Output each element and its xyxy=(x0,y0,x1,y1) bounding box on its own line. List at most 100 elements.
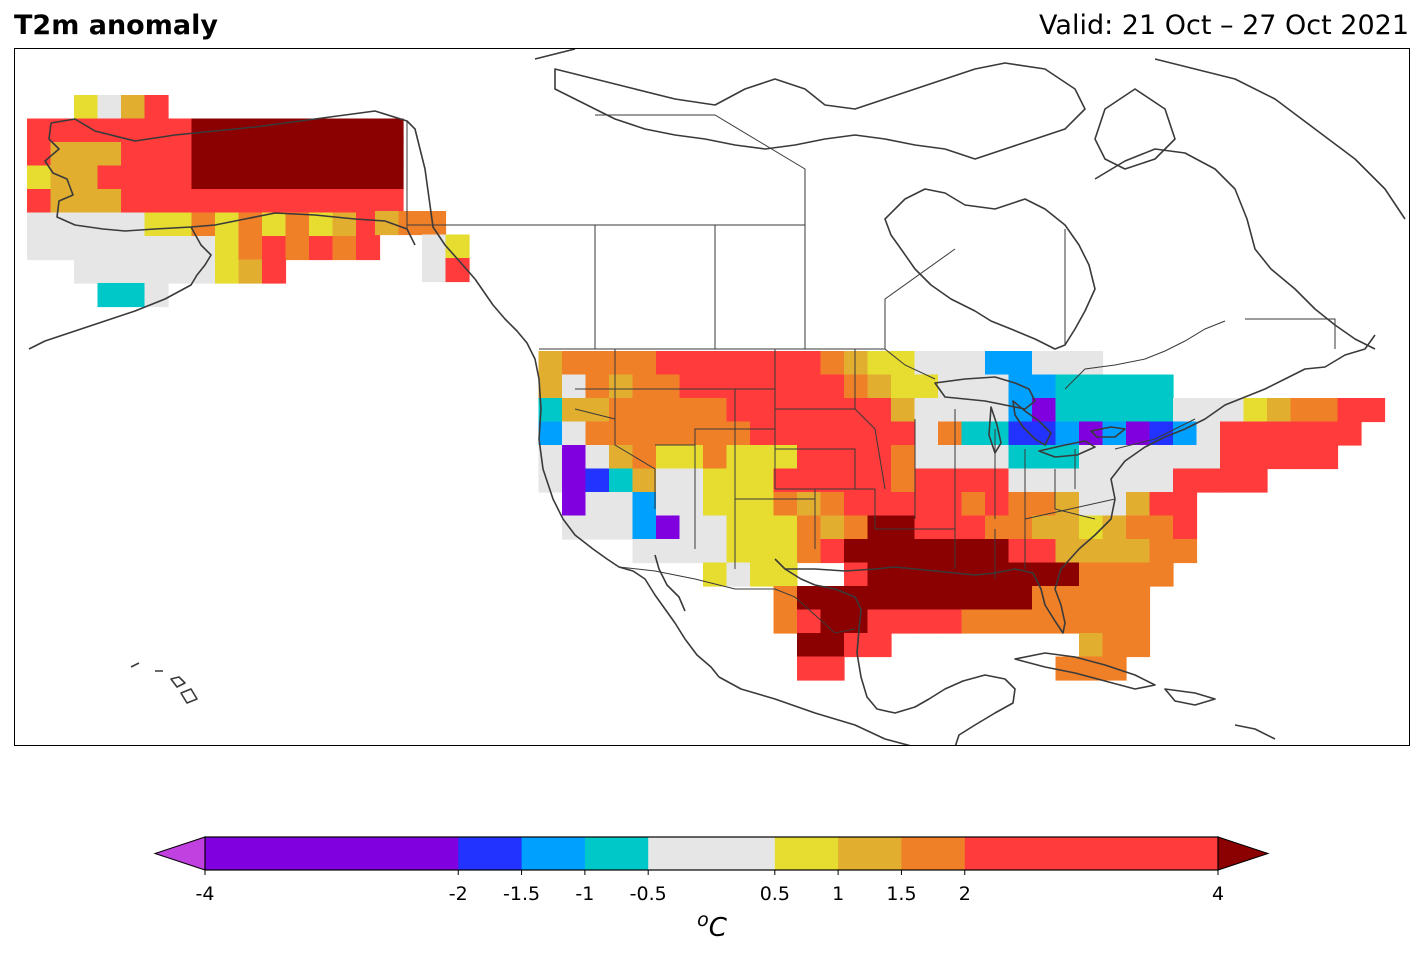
alaska-cell xyxy=(121,189,146,214)
conus-cell xyxy=(703,492,728,517)
alaska-cell xyxy=(309,118,334,143)
conus-cell xyxy=(1008,562,1033,587)
conus-cell xyxy=(820,633,845,658)
conus-cell xyxy=(609,492,634,517)
conus-cell xyxy=(985,562,1010,587)
alaska-cell xyxy=(50,189,75,214)
conus-cell xyxy=(820,539,845,564)
alaska-cell xyxy=(215,236,240,261)
conus-cell xyxy=(632,515,657,540)
conus-cell xyxy=(773,609,798,634)
conus-cell xyxy=(1220,421,1245,446)
conus-cell xyxy=(1126,515,1151,540)
conus-cell xyxy=(1102,374,1127,399)
conus-cell xyxy=(1220,445,1245,470)
alaska-cell xyxy=(356,142,381,167)
conus-cell xyxy=(773,421,798,446)
conus-cell xyxy=(562,468,587,493)
unit-main: C xyxy=(709,913,728,943)
conus-cell xyxy=(703,562,728,587)
conus-cell xyxy=(750,398,775,423)
alaska-cell xyxy=(27,142,52,167)
conus-cell xyxy=(797,656,822,681)
conus-cell xyxy=(726,562,751,587)
canada-provinces xyxy=(407,114,1336,349)
conus-cell xyxy=(1196,445,1221,470)
colorbar-bin xyxy=(521,837,586,870)
conus-cell xyxy=(562,398,587,423)
alaska-cell xyxy=(309,142,334,167)
conus-cell xyxy=(867,398,892,423)
conus-cell xyxy=(656,374,681,399)
alaska-cell xyxy=(121,165,146,190)
bc-cell xyxy=(422,234,447,259)
conus-cell xyxy=(703,515,728,540)
alaska-cell xyxy=(238,189,263,214)
conus-cell xyxy=(1267,398,1292,423)
conus-cell xyxy=(703,351,728,376)
colorbar-bin xyxy=(648,837,776,870)
alaska-cell xyxy=(144,95,169,120)
unit-superscript: o xyxy=(697,909,709,931)
conus-cell xyxy=(679,539,704,564)
alaska-cell xyxy=(332,212,357,237)
conus-cell xyxy=(1102,468,1127,493)
conus-cell xyxy=(1243,398,1268,423)
conus-cell xyxy=(1055,609,1080,634)
conus-cell xyxy=(585,398,610,423)
map-frame xyxy=(14,48,1410,746)
conus-cell xyxy=(1126,492,1151,517)
conus-cell xyxy=(985,492,1010,517)
alaska-cell xyxy=(121,95,146,120)
conus-cell xyxy=(656,445,681,470)
conus-cell xyxy=(538,398,563,423)
conus-cell xyxy=(914,492,939,517)
alaska-cell xyxy=(191,259,216,284)
conus-cell xyxy=(679,421,704,446)
conus-cell xyxy=(585,515,610,540)
conus-cell xyxy=(1008,468,1033,493)
conus-cell xyxy=(679,492,704,517)
conus-cell xyxy=(750,421,775,446)
conus-cell xyxy=(938,398,963,423)
conus-cell xyxy=(1079,562,1104,587)
conus-cell xyxy=(750,374,775,399)
conus-cell xyxy=(820,351,845,376)
colorbar-outline xyxy=(204,836,1219,871)
alaska-cell xyxy=(50,236,75,261)
conus-cell xyxy=(961,445,986,470)
conus-cell xyxy=(891,468,916,493)
conus-cell xyxy=(1079,374,1104,399)
colorbar-bin xyxy=(205,837,459,870)
alaska-cell xyxy=(215,259,240,284)
conus-cell xyxy=(1149,421,1174,446)
conus-cell xyxy=(726,421,751,446)
alaska-cell xyxy=(144,142,169,167)
conus-cell xyxy=(538,468,563,493)
conus-cell xyxy=(938,351,963,376)
conus-cell xyxy=(538,351,563,376)
colorbar-under-arrow xyxy=(153,836,206,871)
conus-cell xyxy=(844,539,869,564)
alaska-cell xyxy=(97,165,122,190)
conus-cell xyxy=(1126,633,1151,658)
anomaly-grid xyxy=(27,95,1386,681)
conus-cell xyxy=(1361,398,1386,423)
conus-cell xyxy=(1055,539,1080,564)
conus-cell xyxy=(1102,633,1127,658)
colorbar-tick-label: 1 xyxy=(832,883,844,905)
alaska-cell xyxy=(238,118,263,143)
hawaii-islands xyxy=(130,662,198,704)
alaska-cell xyxy=(285,236,310,261)
alaska-cell xyxy=(168,189,193,214)
alaska-cell xyxy=(215,142,240,167)
alaska-cell xyxy=(74,236,99,261)
colorbar-tick-label: -4 xyxy=(196,883,215,905)
alaska-cell xyxy=(262,165,287,190)
conus-cell xyxy=(656,468,681,493)
conus-cell xyxy=(820,374,845,399)
alaska-cell xyxy=(285,212,310,237)
conus-cell xyxy=(961,468,986,493)
conus-cell xyxy=(820,421,845,446)
alaska-cell xyxy=(74,259,99,284)
